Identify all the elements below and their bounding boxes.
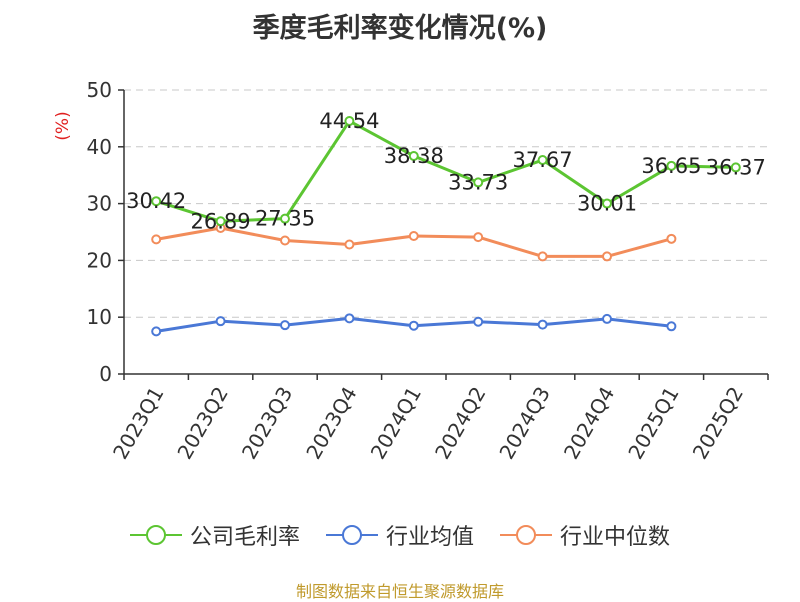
x-tick-label: 2023Q1 — [108, 383, 168, 464]
x-tick-label: 2025Q1 — [623, 383, 683, 464]
data-point — [344, 116, 355, 127]
x-tick-label: 2023Q4 — [301, 383, 361, 464]
data-label: 36.37 — [706, 155, 766, 179]
grid-layer — [124, 89, 768, 318]
y-tick-label: 20 — [87, 248, 112, 272]
data-point — [730, 162, 741, 173]
legend-item[interactable]: 行业中位数 — [500, 519, 670, 551]
series-layer — [151, 116, 741, 337]
legend-label: 公司毛利率 — [189, 525, 300, 550]
data-point — [151, 326, 162, 337]
data-point — [537, 319, 548, 330]
data-point — [280, 235, 290, 246]
source-footer: 制图数据来自恒生聚源数据库 — [295, 582, 504, 601]
x-tick-label: 2024Q3 — [494, 383, 554, 464]
data-point — [151, 196, 162, 207]
data-point — [666, 321, 677, 332]
x-tick-label: 2025Q2 — [688, 383, 748, 464]
data-point — [473, 232, 484, 243]
data-label: 36.65 — [641, 154, 701, 178]
legend-circle — [516, 525, 536, 545]
y-tick-label: 50 — [87, 78, 112, 102]
data-point — [344, 313, 355, 324]
x-tick-label: 2023Q2 — [172, 383, 232, 464]
chart-title: 季度毛利率变化情况(%) — [252, 13, 548, 44]
data-point — [537, 251, 548, 262]
y-axis-label: (%) — [53, 111, 73, 140]
data-point — [602, 313, 612, 324]
legend-marker-icon — [500, 525, 552, 545]
data-label: 30.42 — [126, 189, 186, 213]
data-label: 37.67 — [513, 148, 573, 172]
data-point — [280, 213, 290, 224]
data-point — [537, 155, 548, 166]
legend-item[interactable]: 公司毛利率 — [129, 519, 300, 551]
legend: 公司毛利率 行业均值 行业中位数 — [0, 519, 800, 551]
data-point — [666, 160, 677, 171]
data-label: 33.73 — [448, 170, 508, 194]
data-point — [473, 316, 484, 327]
data-point — [602, 198, 612, 209]
data-point — [473, 177, 484, 188]
data-label: 38.38 — [384, 144, 444, 168]
x-tick-label: 2024Q1 — [366, 383, 426, 464]
data-point — [602, 251, 612, 262]
x-tick-label: 2024Q4 — [559, 383, 619, 464]
data-point — [408, 230, 419, 241]
data-label: 30.01 — [577, 192, 637, 216]
data-point — [151, 234, 162, 245]
data-label: 26.89 — [191, 209, 251, 233]
data-point — [215, 216, 226, 227]
y-tick-label: 30 — [87, 192, 112, 216]
legend-circle — [145, 525, 166, 545]
y-tick-label: 40 — [87, 135, 112, 159]
legend-circle — [341, 525, 362, 545]
legend-item[interactable]: 行业均值 — [325, 519, 474, 551]
data-point — [408, 151, 419, 162]
legend-marker-icon — [129, 525, 182, 545]
data-label: 27.35 — [255, 207, 315, 231]
data-point — [408, 320, 419, 331]
x-tick-label: 2024Q2 — [430, 383, 490, 464]
legend-marker-icon — [325, 525, 378, 545]
data-point — [344, 239, 355, 250]
legend-label: 行业中位数 — [560, 525, 671, 550]
y-tick-label: 10 — [87, 305, 112, 329]
data-point — [666, 233, 677, 244]
data-point — [280, 320, 290, 331]
data-label: 44.54 — [319, 109, 379, 133]
series-line — [155, 119, 736, 223]
data-point — [215, 316, 226, 327]
legend-label: 行业均值 — [385, 525, 474, 550]
y-tick-label: 0 — [99, 362, 112, 386]
x-tick-label: 2023Q3 — [237, 383, 297, 464]
